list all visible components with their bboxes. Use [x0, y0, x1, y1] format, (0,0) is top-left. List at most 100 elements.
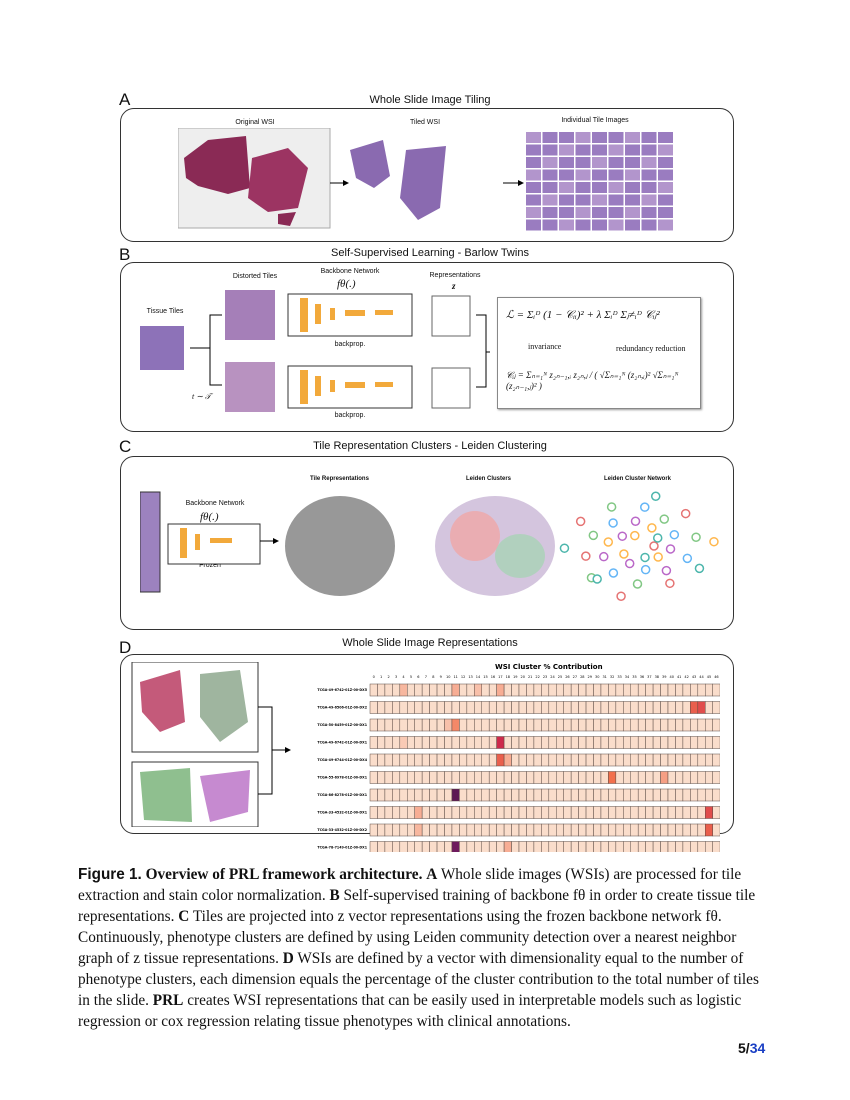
heatmap-cell [690, 823, 699, 837]
heatmap-cell [682, 701, 691, 714]
heatmap-cell [496, 806, 505, 819]
tile-image [641, 169, 657, 181]
row-label: TCGA-86-8278-01Z-00-DX1 [317, 793, 367, 797]
panel-b-box [120, 262, 734, 432]
heatmap-cell [414, 771, 423, 784]
heatmap-cell [541, 771, 550, 784]
heatmap-cell [436, 736, 445, 749]
heatmap-cell [466, 771, 475, 784]
tissue-right [248, 148, 308, 212]
heatmap-cell [608, 736, 617, 749]
tile-image [625, 207, 640, 218]
tile-image [526, 169, 541, 181]
heatmap-cell [384, 718, 393, 732]
heatmap-cell [377, 753, 386, 767]
heatmap-cell [488, 771, 497, 784]
heatmap-cell [503, 718, 512, 732]
heatmap-cell [667, 683, 676, 697]
heatmap-cell [675, 753, 684, 767]
heatmap-cell [712, 823, 720, 837]
tile-image [559, 157, 574, 168]
heatmap-cell [570, 771, 579, 784]
page-total-link[interactable]: 34 [749, 1040, 766, 1056]
heatmap-cell [429, 771, 438, 784]
heatmap-cell [563, 841, 572, 852]
heatmap-cell [705, 701, 713, 714]
tile-image [658, 207, 673, 218]
network-node [640, 552, 650, 563]
heatmap-cell [451, 701, 460, 714]
heatmap-cell [697, 683, 706, 697]
tile-image [575, 219, 591, 231]
heatmap-cell [667, 823, 676, 837]
column-label: 10 [446, 675, 450, 679]
heatmap-cell [392, 823, 401, 837]
heatmap-cell [570, 788, 579, 802]
heatmap-cell [488, 841, 497, 852]
column-label: 8 [432, 675, 434, 679]
tile-repr-label: Tile Representations [310, 476, 369, 482]
heatmap-cell [652, 841, 661, 852]
heatmap-cell [436, 823, 445, 837]
heatmap-cell [369, 718, 378, 732]
heatmap-cell [630, 753, 639, 767]
heatmap-cell [503, 701, 512, 714]
heatmap-cell [399, 788, 408, 802]
heatmap-cell [712, 736, 720, 749]
heatmap-cell [570, 806, 579, 819]
column-label: 44 [699, 675, 704, 679]
heatmap-cell [466, 806, 475, 819]
heatmap-cell [421, 823, 430, 837]
heatmap-cell [697, 753, 706, 767]
heatmap-cell [570, 736, 579, 749]
heatmap-cell [578, 788, 587, 802]
network-node [680, 508, 691, 519]
heatmap-cell [421, 771, 430, 784]
heatmap-cell [578, 806, 587, 819]
network-node [592, 574, 602, 584]
heatmap-cell [459, 823, 468, 837]
distorted-tiles-label: Distorted Tiles [232, 273, 278, 280]
panel-b-title: Self-Supervised Learning - Barlow Twins [331, 247, 529, 259]
panel-a-images [178, 128, 673, 231]
network-node [616, 591, 626, 601]
heatmap-cell [585, 701, 594, 714]
column-label: 17 [498, 675, 502, 679]
tile-image [625, 182, 640, 193]
heatmap-cell [436, 718, 445, 732]
heatmap-cell [690, 806, 699, 819]
heatmap-cell [407, 806, 415, 819]
column-label: 39 [662, 675, 666, 679]
heatmap-cell [541, 718, 550, 732]
heatmap-cell [399, 771, 408, 784]
leiden-clusters-label: Leiden Clusters [466, 476, 512, 482]
representations-top [431, 295, 471, 337]
tile-image [625, 169, 640, 181]
network-node [640, 564, 651, 575]
heatmap-cell [705, 806, 713, 819]
heatmap-cell [593, 683, 602, 697]
heatmap-cell [600, 683, 609, 697]
heatmap-cell [660, 788, 669, 802]
network-node [709, 536, 719, 547]
tile-image [608, 207, 624, 218]
heatmap-cell [578, 823, 587, 837]
heatmap-cell [630, 771, 639, 784]
heatmap-cell [600, 823, 609, 837]
heatmap-cell [392, 771, 401, 784]
heatmap-cell [600, 841, 609, 852]
heatmap-cell [697, 771, 706, 784]
original-wsi-label: Original WSI [235, 119, 275, 126]
heatmap-cell [518, 753, 527, 767]
heatmap-cell [563, 718, 572, 732]
heatmap-cell [608, 753, 617, 767]
network-node [608, 568, 619, 578]
heatmap-cell [407, 823, 415, 837]
heatmap-cell [608, 806, 617, 819]
heatmap-cell [451, 823, 460, 837]
figure-caption: Figure 1. Overview of PRL framework arch… [78, 864, 774, 1032]
heatmap-cell [593, 841, 602, 852]
heatmap-cell [675, 736, 684, 749]
heatmap-cell [615, 701, 624, 714]
